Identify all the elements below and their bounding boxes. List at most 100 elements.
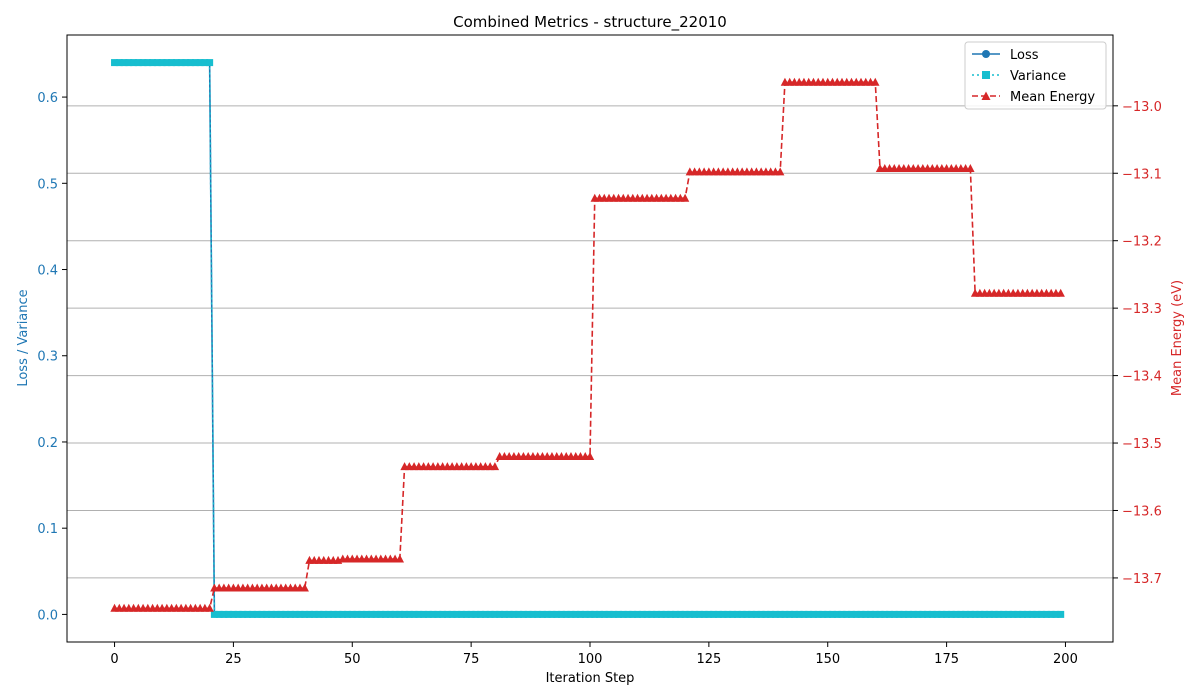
data-point-energy — [966, 164, 975, 173]
data-point-variance — [548, 610, 556, 618]
series-loss — [111, 59, 1064, 618]
y-axis-left-label: Loss / Variance — [16, 289, 31, 386]
data-point-variance — [976, 610, 984, 618]
data-point-variance — [591, 610, 599, 618]
data-point-variance — [453, 610, 461, 618]
data-point-variance — [848, 610, 855, 618]
data-point-variance — [172, 59, 180, 67]
data-point-energy — [205, 603, 214, 612]
legend-item-mean-energy: Mean Energy — [972, 90, 1095, 105]
data-point-variance — [134, 59, 142, 67]
data-point-variance — [624, 610, 632, 618]
data-point-variance — [153, 59, 161, 67]
data-point-variance — [229, 610, 237, 618]
data-point-variance — [458, 610, 466, 618]
data-point-variance — [557, 610, 565, 618]
data-point-variance — [215, 610, 223, 618]
data-point-variance — [857, 610, 865, 618]
data-point-variance — [653, 610, 661, 618]
data-point-energy — [775, 167, 785, 176]
data-point-variance — [519, 610, 527, 618]
data-point-variance — [263, 610, 271, 618]
data-point-variance — [296, 610, 304, 618]
data-point-variance — [909, 610, 917, 618]
data-point-variance — [947, 610, 955, 618]
y-left-tick-label: 0.1 — [37, 522, 58, 537]
data-point-variance — [248, 610, 256, 618]
data-point-energy — [300, 583, 309, 592]
data-point-energy — [395, 554, 405, 563]
data-point-variance — [553, 610, 561, 618]
data-point-variance — [448, 610, 456, 618]
data-point-variance — [538, 610, 546, 618]
data-point-variance — [477, 610, 485, 618]
data-point-variance — [1014, 610, 1022, 618]
data-point-variance — [686, 610, 694, 618]
data-point-variance — [1009, 610, 1017, 618]
data-point-variance — [1000, 610, 1008, 618]
data-point-variance — [439, 610, 447, 618]
data-point-variance — [691, 610, 699, 618]
data-point-variance — [196, 59, 204, 67]
data-point-variance — [895, 610, 903, 618]
data-point-variance — [239, 610, 247, 618]
data-point-variance — [586, 610, 594, 618]
y-right-tick-label: −13.2 — [1122, 235, 1162, 250]
data-point-variance — [567, 610, 575, 618]
data-point-variance — [320, 610, 328, 618]
x-tick-label: 125 — [696, 652, 721, 667]
data-point-variance — [1042, 610, 1050, 618]
series-layer — [110, 59, 1065, 618]
data-point-variance — [163, 59, 171, 67]
data-point-variance — [790, 610, 798, 618]
data-point-variance — [943, 610, 951, 618]
data-point-variance — [867, 610, 875, 618]
data-point-variance — [615, 610, 623, 618]
data-point-variance — [410, 610, 418, 618]
x-tick-label: 175 — [934, 652, 959, 667]
data-point-variance — [981, 610, 989, 618]
data-point-variance — [876, 610, 884, 618]
series-variance — [111, 59, 1065, 618]
legend-item-loss: Loss — [972, 48, 1039, 63]
legend-loss-label: Loss — [1010, 48, 1039, 63]
data-point-variance — [496, 610, 504, 618]
data-point-variance — [838, 610, 846, 618]
data-point-variance — [282, 610, 290, 618]
plot-frame — [66, 34, 1114, 643]
data-point-variance — [267, 610, 275, 618]
data-point-variance — [738, 610, 746, 618]
data-point-variance — [206, 59, 214, 67]
data-point-variance — [182, 59, 190, 67]
data-point-variance — [924, 610, 932, 618]
y-right-tick-label: −13.7 — [1122, 572, 1162, 587]
data-point-variance — [272, 610, 280, 618]
data-point-variance — [191, 59, 199, 67]
data-point-variance — [1038, 610, 1046, 618]
data-point-variance — [234, 610, 242, 618]
data-point-energy — [871, 77, 880, 86]
data-point-variance — [391, 610, 399, 618]
data-point-variance — [914, 610, 922, 618]
data-point-energy — [585, 452, 595, 461]
data-point-variance — [386, 610, 394, 618]
data-point-variance — [886, 610, 894, 618]
data-point-variance — [467, 610, 475, 618]
data-point-variance — [420, 610, 428, 618]
data-point-variance — [505, 610, 513, 618]
data-point-variance — [401, 610, 409, 618]
x-tick-label: 25 — [225, 652, 242, 667]
series-energy — [110, 77, 1065, 612]
data-point-variance — [600, 610, 608, 618]
data-point-variance — [938, 610, 946, 618]
data-point-variance — [291, 610, 299, 618]
data-point-variance — [325, 610, 332, 618]
data-point-variance — [833, 610, 841, 618]
data-point-variance — [510, 610, 518, 618]
data-point-variance — [648, 610, 656, 618]
data-point-variance — [305, 610, 313, 618]
data-point-variance — [928, 610, 936, 618]
data-point-variance — [757, 610, 765, 618]
data-point-variance — [562, 610, 570, 618]
